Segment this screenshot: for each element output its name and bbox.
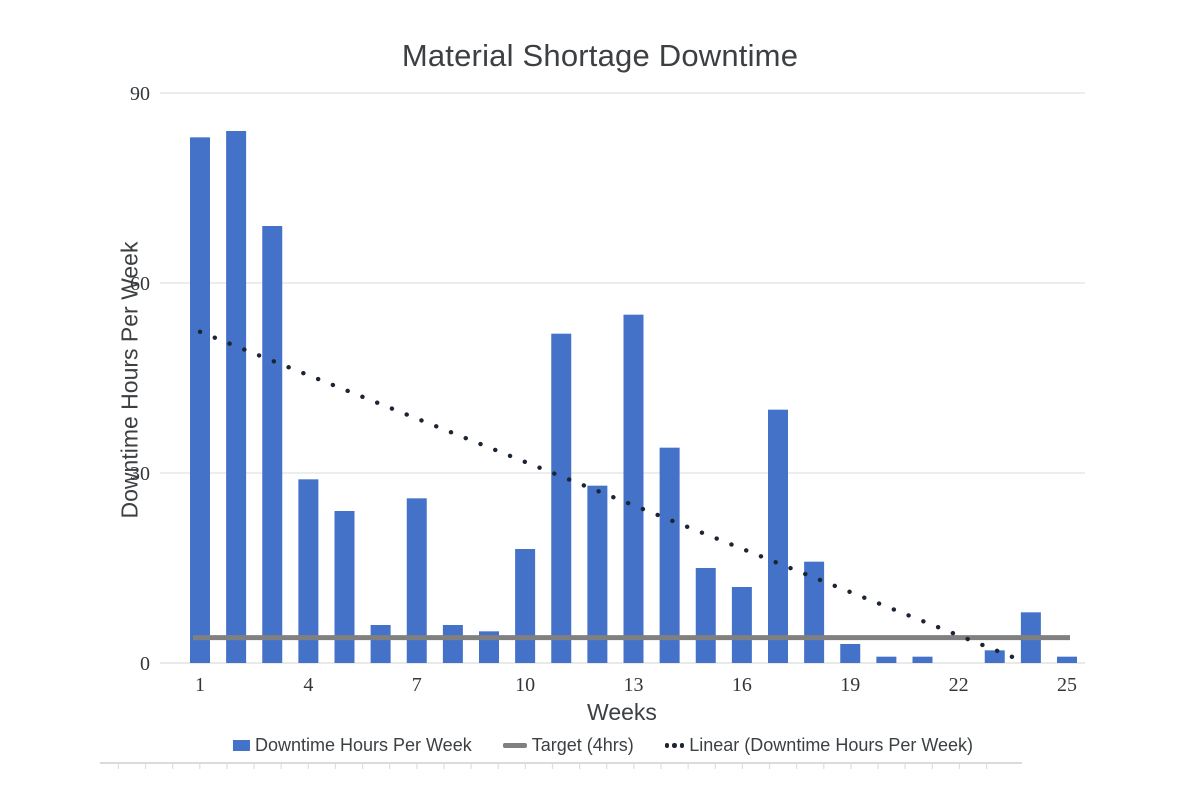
chart-title: Material Shortage Downtime <box>401 38 799 73</box>
bar-week-19 <box>840 644 861 663</box>
target-line-swatch-icon <box>502 743 527 748</box>
bar-week-10 <box>515 549 536 663</box>
bar-week-8 <box>442 625 463 663</box>
y-tick-label-0: 0 <box>140 653 150 675</box>
bar-week-11 <box>551 333 572 663</box>
y-tick-label-60: 60 <box>130 273 150 295</box>
bar-week-12 <box>587 485 608 663</box>
x-tick-label-22: 22 <box>949 674 969 696</box>
bar-week-5 <box>334 511 355 663</box>
x-tick-label-7: 7 <box>412 674 422 696</box>
x-tick-label-13: 13 <box>624 674 644 696</box>
x-tick-label-4: 4 <box>303 674 313 696</box>
bar-week-3 <box>262 226 283 663</box>
x-tick-label-25: 25 <box>1057 674 1077 696</box>
bar-week-14 <box>659 447 680 663</box>
bar-week-13 <box>623 314 644 663</box>
bar-week-20 <box>876 656 897 663</box>
bar-series-swatch-icon <box>232 740 250 751</box>
bar-week-6 <box>370 625 391 663</box>
bar-week-18 <box>804 561 825 663</box>
bar-week-25 <box>1057 656 1077 663</box>
bar-week-2 <box>226 131 247 663</box>
bar-week-15 <box>695 568 716 663</box>
y-axis-title: Downtime Hours Per Week <box>116 241 143 519</box>
y-tick-label-90: 90 <box>130 83 150 105</box>
legend-item-linear: Linear (Downtime Hours Per Week) <box>664 735 974 756</box>
bar-week-1 <box>190 137 210 664</box>
bar-week-17 <box>768 409 788 663</box>
legend-item-target: Target (4hrs) <box>502 735 634 756</box>
x-tick-label-10: 10 <box>515 674 535 696</box>
bar-week-7 <box>406 498 427 663</box>
bar-week-4 <box>298 479 319 663</box>
bar-week-23 <box>984 650 1005 663</box>
legend-label-downtime: Downtime Hours Per Week <box>254 735 472 755</box>
chart-legend: Downtime Hours Per Week Target (4hrs) Li… <box>232 735 974 756</box>
bar-week-21 <box>912 656 933 663</box>
linear-trendline <box>197 329 1023 663</box>
trendline-dots-swatch-icon <box>664 743 685 748</box>
legend-label-target: Target (4hrs) <box>531 735 634 755</box>
x-tick-label-19: 19 <box>840 674 860 696</box>
x-axis-title: Weeks <box>587 699 657 725</box>
y-tick-label-30: 30 <box>130 463 150 485</box>
x-tick-label-1: 1 <box>195 674 205 696</box>
legend-item-downtime: Downtime Hours Per Week <box>232 735 472 756</box>
x-tick-label-16: 16 <box>732 674 752 696</box>
bar-week-16 <box>731 587 752 663</box>
legend-label-linear: Linear (Downtime Hours Per Week) <box>689 735 974 755</box>
